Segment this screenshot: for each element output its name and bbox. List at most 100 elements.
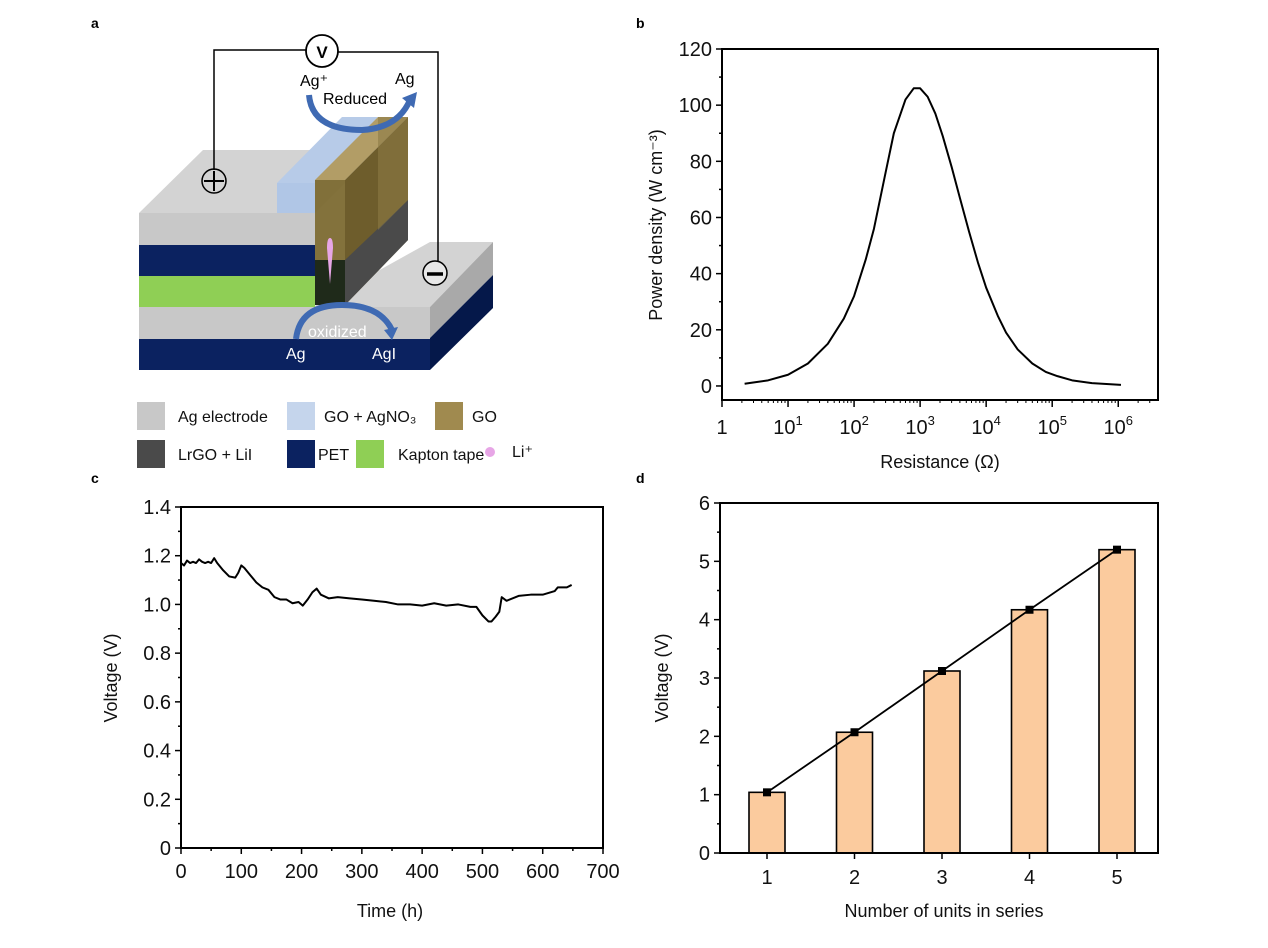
d-trend-line [766,548,1118,794]
d-y-axis-title: Voltage (V) [652,633,672,722]
d-data-point-marker [1113,545,1121,554]
bottom-ag-electrode-front [139,307,430,339]
d-y-tick-label: 4 [699,610,710,632]
d-bar [1098,548,1136,854]
c-voltage-line [180,557,573,623]
kapton-tape-front [139,276,315,307]
c-x-tick-label: 400 [405,861,438,883]
legend-swatch [287,440,315,468]
c-x-tick-label: 300 [345,861,378,883]
b-y-tick-label: 100 [679,95,712,117]
d-x-tick-label: 5 [1111,867,1122,889]
panel-label-a: a [91,15,99,31]
c-y-tick-label: 0.2 [143,789,171,811]
c-y-tick-label: 0.4 [143,741,171,763]
d-bar [748,791,786,854]
d-y-tick-label: 6 [699,493,710,515]
legend-label: GO [472,409,497,426]
lrgo-lii-side [345,200,408,305]
positive-wire [213,49,306,170]
legend-swatch [137,402,165,430]
c-y-tick-label: 0.6 [143,692,171,714]
d-y-tick-label: 2 [699,726,710,748]
oxidation-to: AgI [372,346,396,363]
legend-label: Ag electrode [178,409,268,426]
b-power-density-line [744,87,1122,386]
c-x-tick-label: 700 [586,861,619,883]
d-data-point-marker [763,788,771,797]
c-y-tick-label: 1.2 [143,546,171,568]
oxidation-arrow-icon [293,301,395,340]
c-y-axis-title: Voltage (V) [101,633,121,722]
b-y-tick-label: 20 [690,320,712,342]
b-x-tick-label: 104 [971,413,1000,439]
d-y-tick-label: 1 [699,785,710,807]
legend-label: Li⁺ [512,444,533,461]
d-bar [923,670,961,854]
b-x-tick-label: 106 [1103,413,1132,439]
legend-swatch [356,440,384,468]
d-y-tick-label: 5 [699,551,710,573]
oxidation-arrowhead [384,327,398,340]
legend-label: GO + AgNO₃ [324,409,416,426]
c-x-tick-label: 500 [466,861,499,883]
oxidation-from: Ag [286,346,306,363]
d-x-axis-title: Number of units in series [844,901,1043,921]
b-x-tick-label: 105 [1037,413,1066,439]
b-y-tick-label: 0 [701,376,712,398]
reduction-arrowhead [402,92,417,108]
legend: Ag electrode GO + AgNO₃ GO LrGO + LiI PET Kap… [137,402,533,468]
legend-swatch [137,440,165,468]
reduction-to: Ag [395,71,415,88]
go-block-right-face [378,117,408,230]
c-x-tick-label: 600 [526,861,559,883]
d-x-tick-label: 4 [1024,867,1035,889]
d-y-tick-label: 3 [699,668,710,690]
voltmeter-label: V [316,43,328,62]
legend-label: Kapton tape [398,447,484,464]
d-data-point-marker [938,667,946,675]
top-pet-front [139,245,315,276]
b-x-axis-title: Resistance (Ω) [880,452,1000,472]
bottom-pet-front [139,339,430,370]
b-y-tick-label: 60 [690,207,712,229]
go-agno3-top-face [277,117,378,183]
c-y-tick-label: 1.0 [143,594,171,616]
c-plot-frame [180,506,604,849]
c-x-tick-label: 200 [285,861,318,883]
c-x-axis-title: Time (h) [357,901,423,921]
c-x-tick-label: 0 [175,861,186,883]
b-y-axis-title: Power density (W cm⁻³) [646,129,666,321]
c-x-tick-label: 100 [225,861,258,883]
c-y-tick-label: 1.4 [143,497,171,519]
c-y-tick-label: 0 [160,838,171,860]
b-x-tick-label: 1 [716,417,727,439]
c-y-tick-label: 0.8 [143,643,171,665]
d-plot-frame [719,502,1159,854]
legend-label: LrGO + LiI [178,447,252,464]
reduction-from: Ag⁺ [300,73,328,90]
d-data-point-marker [1025,605,1034,614]
d-x-tick-label: 2 [849,867,860,889]
voltmeter [305,34,339,68]
d-x-tick-label: 3 [936,867,947,889]
d-bar [835,731,874,854]
bottom-electrode-side-face [430,242,493,338]
d-bar [1010,608,1049,854]
d-y-tick-label: 0 [699,843,710,865]
b-y-tick-label: 40 [690,264,712,286]
li-ion-droplet [327,238,333,284]
legend-swatch [287,402,315,430]
legend-label: PET [318,447,349,464]
b-y-tick-label: 120 [679,39,712,61]
reduction-arrow-icon [306,94,413,134]
legend-swatch-li-ion [485,447,495,457]
go-agno3-front [277,183,315,213]
b-x-tick-label: 101 [773,413,802,439]
b-x-tick-label: 103 [905,413,934,439]
top-ag-electrode-front [139,213,315,245]
device-schematic: a V Ag⁺ Ag Reduced oxidized Ag AgI Ag el… [91,15,533,468]
negative-wire [338,51,439,262]
reduction-label: Reduced [323,91,387,108]
oxidation-label: oxidized [308,324,367,341]
